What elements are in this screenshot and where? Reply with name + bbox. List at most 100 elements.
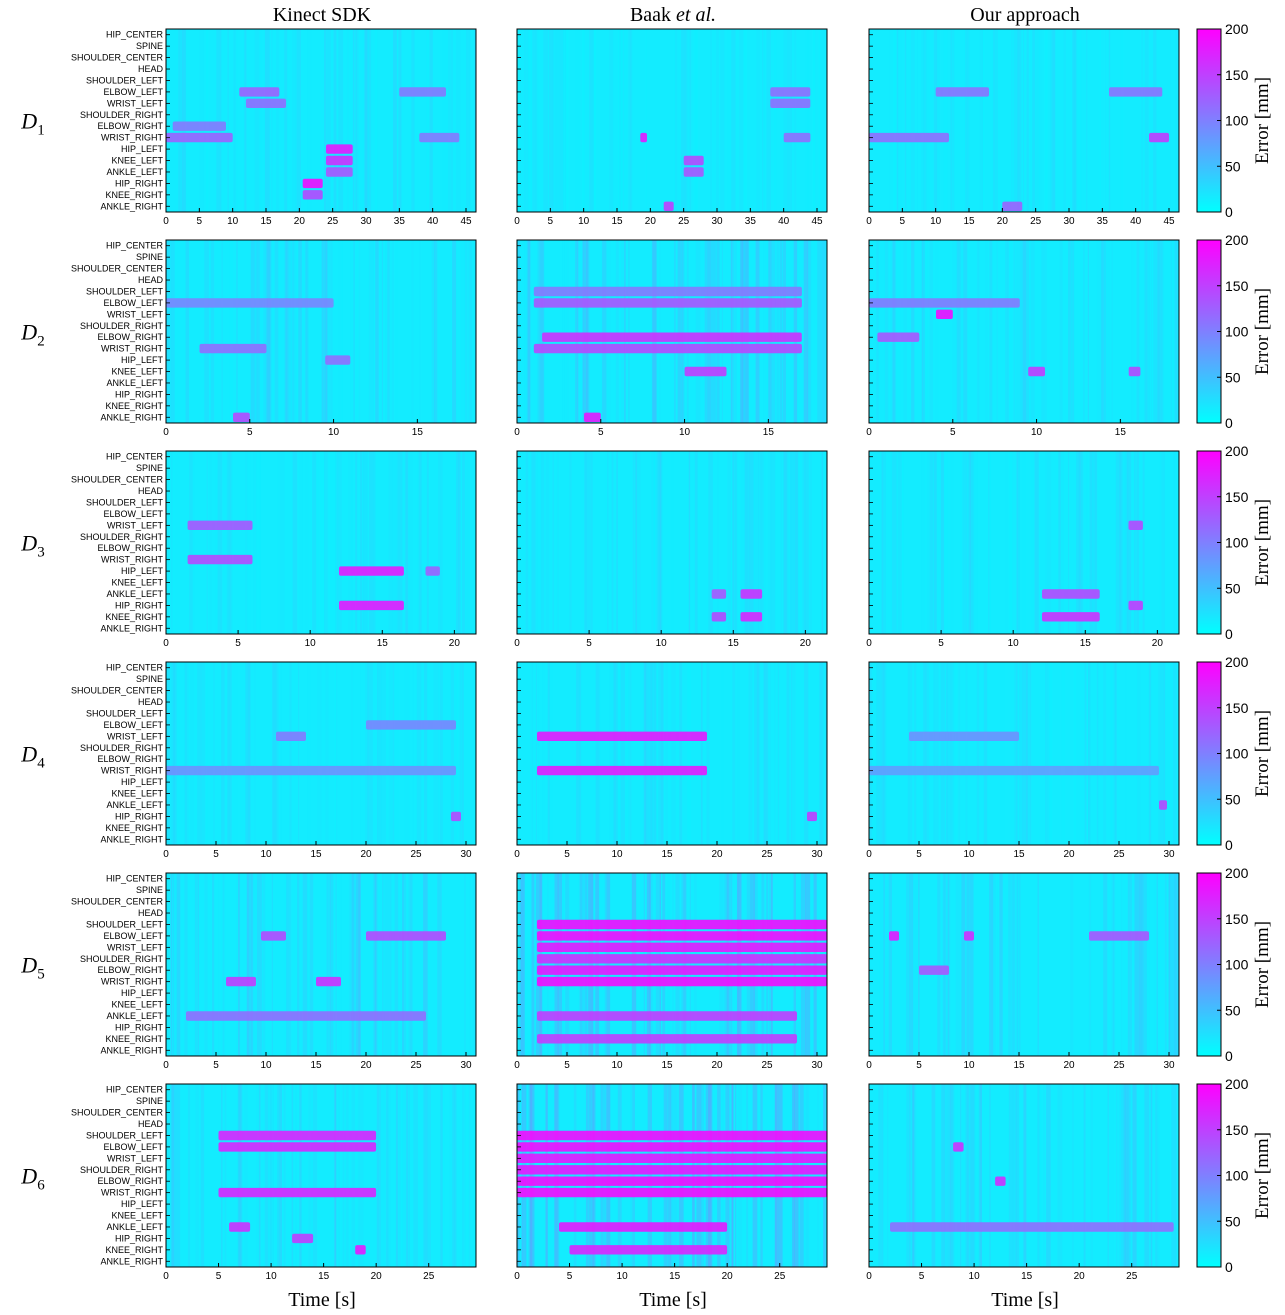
heatmap-texture-stripe — [965, 29, 969, 212]
heatmap-texture-stripe — [329, 873, 334, 1056]
heatmap-texture-stripe — [790, 1084, 795, 1267]
heatmap-texture-stripe — [920, 29, 924, 212]
colorbar-tick-label: 200 — [1225, 1076, 1249, 1092]
x-tick-label: 35 — [745, 216, 757, 227]
heatmap-background — [166, 451, 476, 634]
colorbar-tick-label: 150 — [1225, 1122, 1249, 1138]
heatmap-background — [869, 240, 1179, 423]
heatmap-texture-stripe — [881, 451, 884, 634]
colorbar-tick-label: 100 — [1225, 1168, 1249, 1184]
heatmap-texture-stripe — [878, 240, 881, 423]
heatmap-panel-d3-col1: 0 5 10 15 20 — [163, 450, 477, 649]
heatmap-texture-stripe — [732, 662, 736, 845]
heatmap-hotspot-wrist-right — [640, 132, 647, 143]
joint-label-elbow-right: ELBOW_RIGHT — [97, 332, 163, 342]
heatmap-texture-stripe — [251, 873, 253, 1056]
joint-label-hip-left: HIP_LEFT — [121, 355, 164, 365]
x-tick-label: 25 — [1126, 1271, 1138, 1282]
colorbar-label: Error [mm] — [1252, 499, 1273, 586]
heatmap-texture-stripe — [1068, 240, 1072, 423]
heatmap-texture-stripe — [884, 873, 888, 1056]
heatmap-frame — [516, 450, 828, 635]
heatmap-texture-stripe — [423, 1084, 428, 1267]
heatmap-texture-stripe — [462, 662, 464, 845]
joint-label-wrist-right: WRIST_RIGHT — [101, 133, 164, 143]
heatmap-texture-stripe — [243, 29, 246, 212]
heatmap-texture-stripe — [1018, 873, 1021, 1056]
heatmap-texture-stripe — [708, 1084, 713, 1267]
heatmap-texture-stripe — [277, 451, 281, 634]
heatmap-texture-stripe — [653, 451, 657, 634]
heatmap-texture-stripe — [355, 451, 358, 634]
heatmap-texture-stripe — [651, 240, 657, 423]
heatmap-texture-stripe — [763, 240, 768, 423]
heatmap-texture-stripe — [1121, 1084, 1125, 1267]
heatmap-texture-stripe — [1008, 873, 1012, 1056]
heatmap-texture-stripe — [780, 240, 783, 423]
heatmap-texture-stripe — [587, 1084, 591, 1267]
x-tick-label: 20 — [711, 1060, 723, 1071]
heatmap-texture-stripe — [945, 662, 948, 845]
heatmap-texture-stripe — [392, 451, 398, 634]
heatmap-texture-stripe — [472, 873, 474, 1056]
heatmap-texture-stripe — [944, 1084, 950, 1267]
heatmap-hotspot-wrist-left — [537, 942, 827, 952]
heatmap-texture-stripe — [737, 873, 741, 1056]
heatmap-texture-stripe — [727, 1084, 731, 1267]
heatmap-texture-stripe — [1026, 29, 1029, 212]
heatmap-texture-stripe — [245, 662, 251, 845]
heatmap-texture-stripe — [331, 451, 336, 634]
heatmap-texture-stripe — [700, 1084, 704, 1267]
heatmap-texture-stripe — [716, 29, 719, 212]
heatmap-texture-stripe — [268, 1084, 274, 1267]
heatmap-texture-stripe — [589, 29, 594, 212]
heatmap-texture-stripe — [464, 873, 466, 1056]
heatmap-texture-stripe — [424, 662, 428, 845]
x-axis-label-col2: Time [s] — [639, 1289, 707, 1311]
colorbar-tick-label: 200 — [1225, 654, 1249, 670]
heatmap-texture-stripe — [1070, 873, 1074, 1056]
heatmap-texture-stripe — [1157, 240, 1160, 423]
heatmap-hotspot-ankle-right — [584, 412, 601, 422]
heatmap-texture-stripe — [933, 662, 938, 845]
heatmap-texture-stripe — [334, 1084, 337, 1267]
heatmap-background — [517, 662, 827, 845]
heatmap-panel-d6-col2: 0 5 10 15 20 25 — [514, 1083, 828, 1282]
heatmap-background — [517, 873, 827, 1056]
heatmap-hotspot-elbow-right — [517, 1176, 827, 1186]
x-tick-label: 0 — [163, 427, 169, 438]
heatmap-texture-stripe — [433, 662, 439, 845]
heatmap-texture-stripe — [740, 240, 745, 423]
heatmap-hotspot-wrist-right — [218, 1187, 377, 1198]
heatmap-background — [869, 1084, 1179, 1267]
heatmap-texture-stripe — [921, 29, 925, 212]
row-label-letter: D — [20, 742, 37, 767]
heatmap-texture-stripe — [756, 29, 760, 212]
x-tick-label: 5 — [900, 216, 906, 227]
heatmap-texture-stripe — [923, 29, 927, 212]
heatmap-texture-stripe — [1109, 1084, 1115, 1267]
heatmap-texture-stripe — [965, 1084, 969, 1267]
heatmap-texture-stripe — [1059, 240, 1063, 423]
heatmap-texture-stripe — [173, 662, 175, 845]
heatmap-texture-stripe — [271, 1084, 275, 1267]
joint-label-elbow-left: ELBOW_LEFT — [103, 931, 163, 941]
heatmap-texture-stripe — [368, 29, 371, 212]
heatmap-texture-stripe — [881, 662, 885, 845]
x-tick-label: 15 — [1021, 1271, 1033, 1282]
heatmap-texture-stripe — [195, 873, 200, 1056]
heatmap-texture-stripe — [464, 240, 468, 423]
heatmap-texture-stripe — [651, 662, 657, 845]
heatmap-hotspot-hip-right — [1128, 600, 1143, 611]
heatmap-texture-stripe — [1084, 662, 1087, 845]
heatmap-texture-stripe — [966, 873, 970, 1056]
heatmap-texture-stripe — [589, 873, 594, 1056]
heatmap-frame — [868, 28, 1180, 213]
heatmap-texture-stripe — [524, 29, 526, 212]
heatmap-texture-stripe — [195, 873, 198, 1056]
joint-label-head: HEAD — [138, 697, 164, 707]
heatmap-texture-stripe — [452, 1084, 456, 1267]
heatmap-texture-stripe — [906, 873, 911, 1056]
heatmap-texture-stripe — [746, 873, 752, 1056]
heatmap-hotspot-wrist-right — [537, 765, 707, 776]
